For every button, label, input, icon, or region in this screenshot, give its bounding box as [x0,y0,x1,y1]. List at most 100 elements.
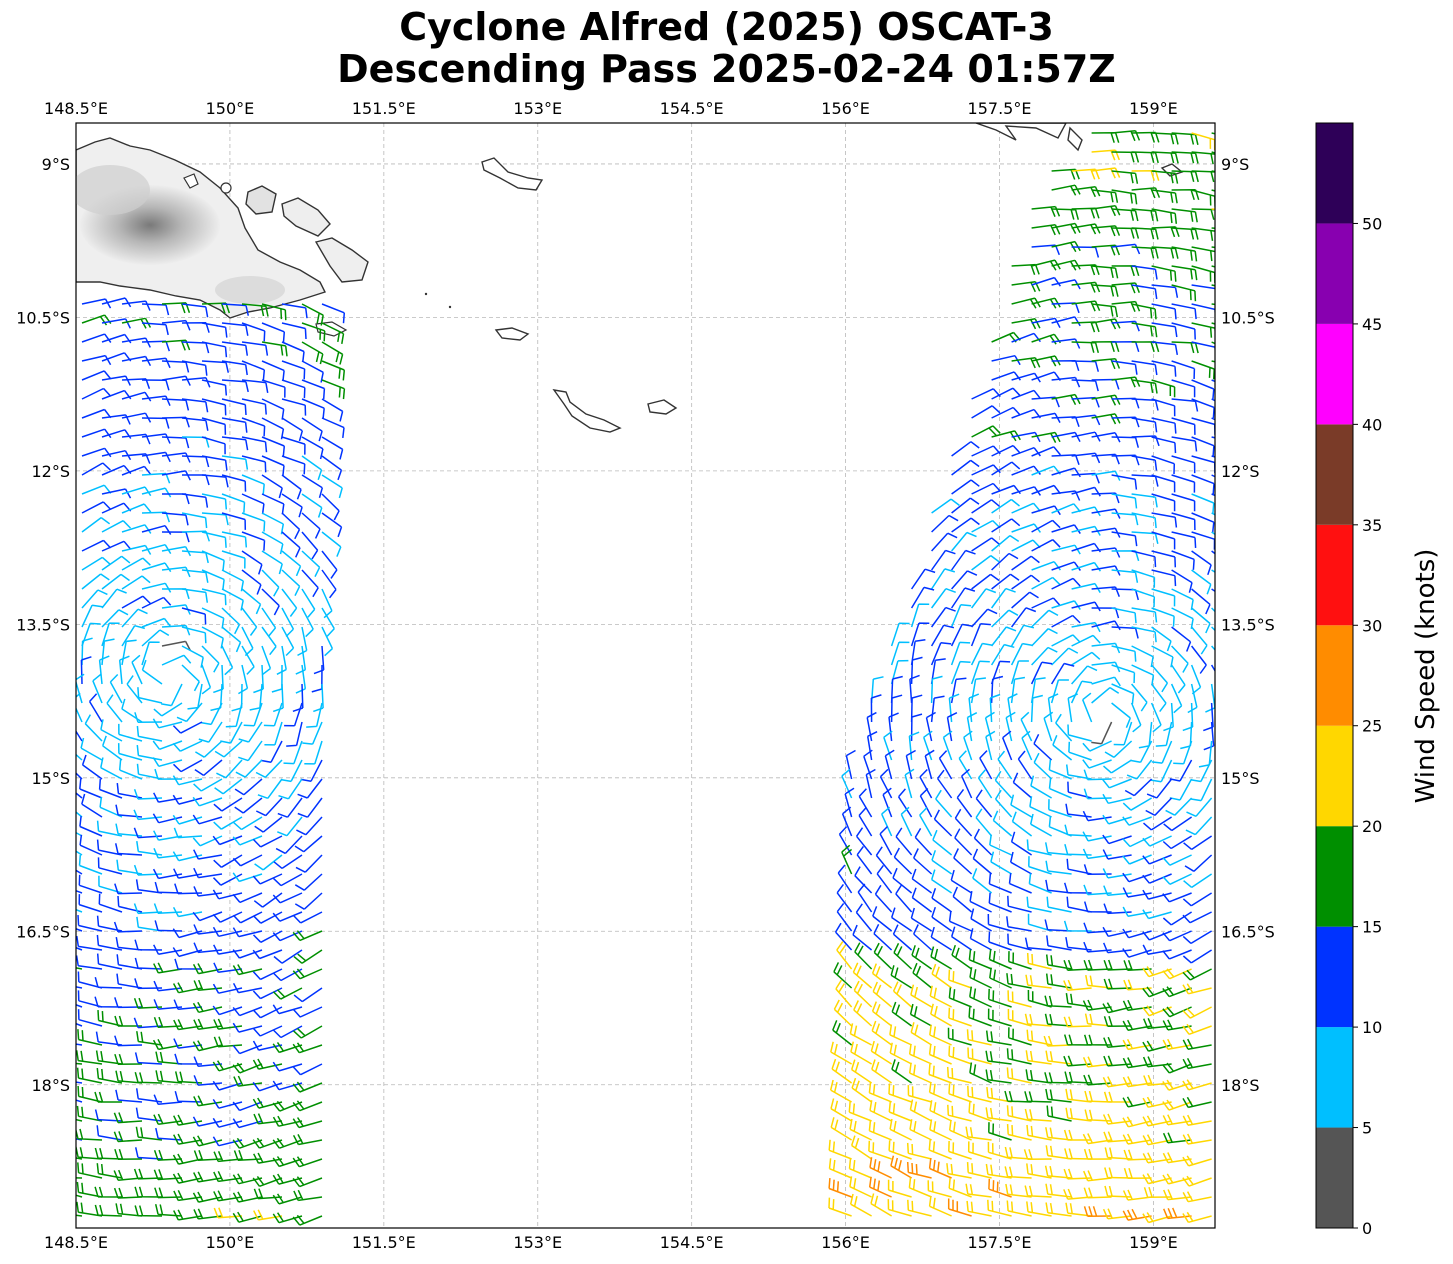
wind-barb [871,1020,893,1046]
wind-barb [1171,284,1197,302]
wind-barb [81,447,112,458]
wind-barb [1182,1155,1212,1167]
wind-barb [272,1041,303,1054]
wind-barb [849,1176,872,1198]
wind-barb [914,828,933,856]
wind-barb [212,911,243,923]
wind-barb [931,887,953,913]
wind-barb [931,532,958,552]
wind-barb [136,1031,163,1046]
wind-barb [77,1029,103,1046]
wind-barb [1071,601,1101,612]
colorbar-tick-label: 15 [1362,918,1382,937]
wind-barb [1044,995,1072,1008]
wind-barb [141,322,169,336]
wind-barb [873,942,893,970]
wind-barb [1009,851,1032,875]
colorbar-segment [1316,424,1353,525]
wind-barb [1111,493,1138,509]
wind-barb [141,596,172,609]
wind-barb [977,769,993,799]
wind-barb [1171,227,1199,240]
wind-barb [201,588,227,606]
wind-barb [281,455,306,475]
axis-tick-labels: 148.5°E 148.5°E 150°E 150°E 151.5°E 151.5°E 15… [16,99,1275,1252]
wind-barb [241,569,262,595]
wind-barb [221,626,242,653]
wind-barb [241,303,269,317]
wind-barb [221,550,246,569]
wind-barb [830,1098,852,1122]
wind-barb [912,962,933,989]
wind-barb [1151,436,1177,454]
wind-barb [1182,1038,1212,1050]
wind-barb [181,341,210,354]
wind-barb [321,607,335,637]
wind-barb [292,1214,323,1226]
lon-tick-label-top: 153°E [513,99,562,118]
wind-barb [232,1062,263,1074]
wind-barb [1186,797,1213,817]
wind-barb [232,1006,263,1017]
wind-barb [1031,628,1058,647]
colorbar-frame [1315,122,1354,1229]
wind-barb [243,702,263,727]
wind-barb [241,436,268,453]
wind-barb [193,942,223,954]
wind-barb [301,588,316,618]
wind-barb [1203,721,1215,751]
wind-barb [1163,1207,1192,1220]
wind-barb [1182,892,1213,907]
wind-barb [201,417,227,435]
wind-barb [152,813,183,824]
wind-barb [1122,1019,1152,1032]
wind-barb [1143,816,1173,831]
figure-title: Cyclone Alfred (2025) OSCAT-3 Descending… [0,6,1453,90]
lat-tick-label-right: 15°S [1221,769,1260,788]
wind-barb [98,875,123,894]
wind-barb [868,1176,892,1198]
wind-barb [1162,1173,1192,1185]
wind-barb [101,520,132,533]
wind-barb [76,1099,83,1103]
wind-barb [1082,848,1112,860]
wind-barb [281,512,301,540]
wind-barb [1111,300,1141,312]
wind-barb [904,768,915,799]
wind-barb [991,534,1020,552]
wind-barb [96,1068,123,1084]
wind-barb [321,303,346,324]
wind-barb [1082,759,1112,769]
wind-barb [161,566,191,578]
wind-barb [292,1006,323,1018]
wind-barb [121,524,152,534]
wind-barb [1006,973,1032,989]
wind-barb [863,749,873,780]
wind-barb [1011,574,1040,590]
wind-barb [101,333,132,344]
wind-barb [106,694,123,723]
wind-barb [1171,626,1192,652]
wind-barb [1025,974,1052,989]
wind-barb [115,804,143,818]
wind-barb [281,322,307,340]
wind-barb [201,360,230,373]
wind-barb [872,906,893,932]
wind-barb [1111,208,1139,222]
wind-barb [1028,873,1052,894]
wind-barb [1191,436,1215,457]
wind-barb [233,816,263,831]
wind-barb [1029,813,1052,837]
wind-barb [1031,519,1061,533]
wind-barb [76,1181,103,1198]
rossel-island-coast [647,399,678,415]
wind-barb [833,962,853,989]
wind-barb [1111,702,1131,728]
wind-barb [101,414,131,425]
wind-barb [930,606,956,628]
wind-barb [193,1075,223,1086]
wind-barb [1071,621,1101,633]
wind-barb [1151,417,1177,434]
wind-barb [1211,645,1215,652]
